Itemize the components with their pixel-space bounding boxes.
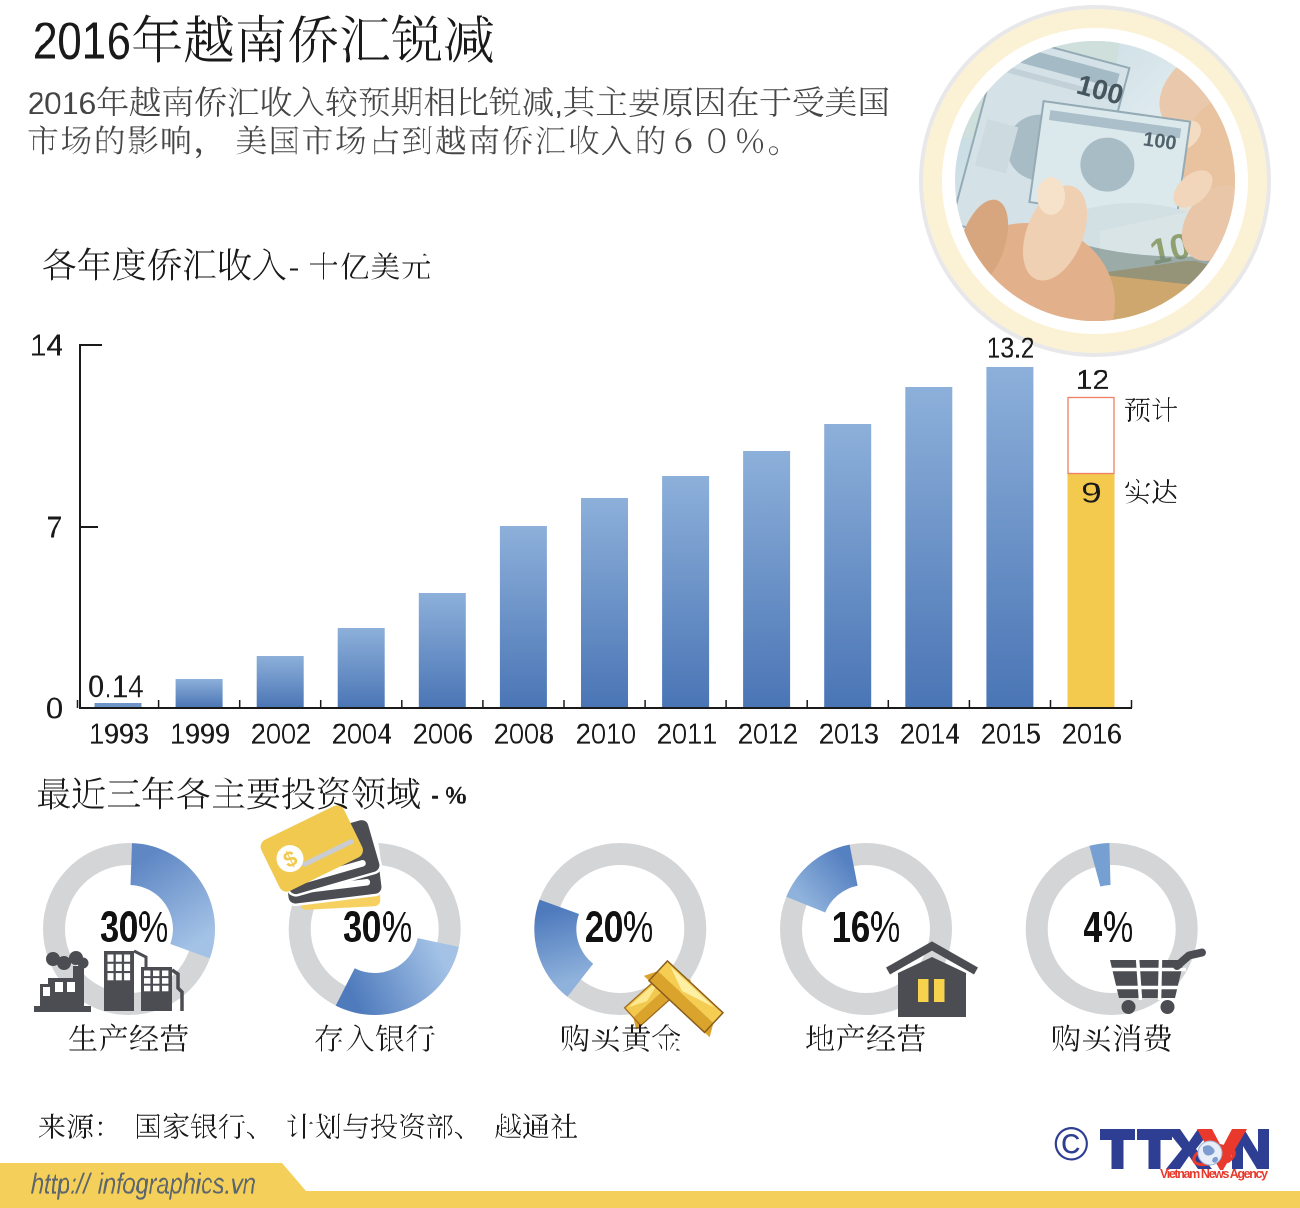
svg-text:100: 100: [1142, 128, 1178, 154]
svg-text:©: ©: [1054, 1117, 1089, 1170]
svg-text:Vietnam News Agency: Vietnam News Agency: [1160, 1167, 1268, 1181]
